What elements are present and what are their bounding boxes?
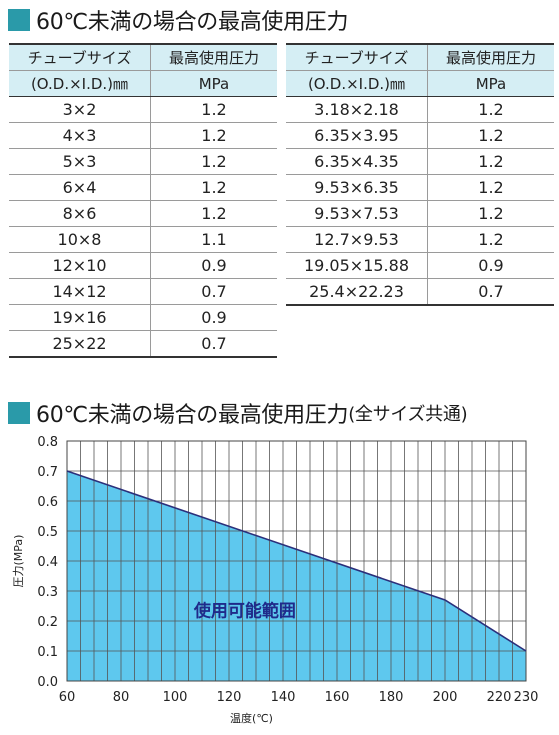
- x-tick-label: 60: [59, 690, 76, 705]
- max-pressure-cell: 0.7: [150, 330, 277, 358]
- max-pressure-cell: 1.2: [427, 174, 554, 201]
- table-row: 6×4 1.2: [9, 174, 277, 201]
- tube-size-cell: 5×3: [9, 148, 151, 175]
- tube-size-cell: 6×4: [9, 174, 151, 201]
- usable-range-label: 使用可能範囲: [193, 601, 296, 622]
- column-subheader-pressure-unit: MPa: [427, 70, 554, 97]
- column-header-pressure: 最高使用圧力: [427, 43, 554, 71]
- square-bullet-icon: [8, 9, 30, 31]
- max-pressure-cell: 0.9: [427, 252, 554, 279]
- table-row: 6.35×3.95 1.2: [286, 122, 554, 149]
- y-tick-label: 0.6: [37, 495, 58, 510]
- y-tick-label: 0.1: [37, 645, 58, 660]
- x-tick-label: 200: [433, 690, 458, 705]
- x-tick-label: 180: [379, 690, 404, 705]
- pressure-table-metric: チューブサイズ 最高使用圧力 (O.D.×I.D.)㎜ MPa 3×2 1.2 4×…: [9, 43, 277, 358]
- y-tick-label: 0.5: [37, 525, 58, 540]
- pressure-table-inch: チューブサイズ 最高使用圧力 (O.D.×I.D.)㎜ MPa 3.18×2.1…: [286, 43, 554, 306]
- column-header-size: チューブサイズ: [9, 43, 151, 71]
- x-axis-label: 温度(℃): [230, 711, 273, 725]
- section-title-suffix: (全サイズ共通): [348, 404, 468, 425]
- column-subheader-size-unit: (O.D.×I.D.)㎜: [286, 70, 428, 97]
- tube-size-cell: 10×8: [9, 226, 151, 253]
- x-tick-label: 160: [325, 690, 350, 705]
- table-row: 14×12 0.7: [9, 278, 277, 305]
- table-row: 6.35×4.35 1.2: [286, 148, 554, 175]
- column-subheader-size-unit: (O.D.×I.D.)㎜: [9, 70, 151, 97]
- max-pressure-cell: 1.2: [427, 96, 554, 123]
- tube-size-cell: 12.7×9.53: [286, 226, 428, 253]
- tube-size-cell: 19.05×15.88: [286, 252, 428, 279]
- tube-size-cell: 12×10: [9, 252, 151, 279]
- x-tick-label: 220: [487, 690, 512, 705]
- tube-size-cell: 3.18×2.18: [286, 96, 428, 123]
- y-tick-label: 0.8: [37, 435, 58, 450]
- table-row: 25.4×22.23 0.7: [286, 278, 554, 306]
- table-row: 9.53×6.35 1.2: [286, 174, 554, 201]
- section-title-text: 60℃未満の場合の最高使用圧力: [36, 10, 349, 35]
- table-row: 12×10 0.9: [9, 252, 277, 279]
- y-tick-label: 0.4: [37, 555, 58, 570]
- table-row: 19.05×15.88 0.9: [286, 252, 554, 279]
- max-pressure-cell: 1.2: [427, 122, 554, 149]
- y-tick-label: 0.3: [37, 585, 58, 600]
- section-title-text: 60℃未満の場合の最高使用圧力: [36, 403, 349, 428]
- tube-size-cell: 19×16: [9, 304, 151, 331]
- max-pressure-cell: 0.7: [150, 278, 277, 305]
- x-tick-label: 140: [271, 690, 296, 705]
- tube-size-cell: 6.35×4.35: [286, 148, 428, 175]
- table-row: 19×16 0.9: [9, 304, 277, 331]
- max-pressure-cell: 0.9: [150, 304, 277, 331]
- tube-size-cell: 14×12: [9, 278, 151, 305]
- tube-size-cell: 25.4×22.23: [286, 278, 428, 306]
- tube-size-cell: 25×22: [9, 330, 151, 358]
- table-row: 3.18×2.18 1.2: [286, 96, 554, 123]
- section-title-tubing-table: 60℃未満の場合の最高使用圧力: [8, 4, 349, 36]
- y-tick-label: 0.7: [37, 465, 58, 480]
- max-pressure-cell: 0.7: [427, 278, 554, 306]
- table-row: 3×2 1.2: [9, 96, 277, 123]
- x-tick-label: 80: [113, 690, 130, 705]
- x-tick-label: 120: [217, 690, 242, 705]
- table-row: 10×8 1.1: [9, 226, 277, 253]
- max-pressure-line: [66, 470, 527, 652]
- section-title-chart: 60℃未満の場合の最高使用圧力 (全サイズ共通): [8, 397, 468, 429]
- max-pressure-cell: 1.2: [427, 226, 554, 253]
- column-subheader-pressure-unit: MPa: [150, 70, 277, 97]
- tube-size-cell: 3×2: [9, 96, 151, 123]
- y-tick-label: 0.2: [37, 615, 58, 630]
- max-pressure-cell: 0.9: [150, 252, 277, 279]
- y-axis-label: 圧力(MPa): [12, 535, 25, 588]
- table-row: 4×3 1.2: [9, 122, 277, 149]
- column-header-size: チューブサイズ: [286, 43, 428, 71]
- max-pressure-cell: 1.1: [150, 226, 277, 253]
- x-tick-label: 230: [514, 690, 539, 705]
- max-pressure-cell: 1.2: [150, 174, 277, 201]
- table-row: 25×22 0.7: [9, 330, 277, 358]
- table-row: 8×6 1.2: [9, 200, 277, 227]
- column-header-pressure: 最高使用圧力: [150, 43, 277, 71]
- tube-size-cell: 9.53×7.53: [286, 200, 428, 227]
- max-pressure-cell: 1.2: [150, 122, 277, 149]
- max-pressure-cell: 1.2: [150, 200, 277, 227]
- max-pressure-cell: 1.2: [427, 200, 554, 227]
- square-bullet-icon: [8, 402, 30, 424]
- tube-size-cell: 4×3: [9, 122, 151, 149]
- max-pressure-cell: 1.2: [427, 148, 554, 175]
- max-pressure-cell: 1.2: [150, 96, 277, 123]
- table-row: 5×3 1.2: [9, 148, 277, 175]
- tube-size-cell: 6.35×3.95: [286, 122, 428, 149]
- plot-border: [66, 440, 527, 682]
- table-row: 9.53×7.53 1.2: [286, 200, 554, 227]
- table-row: 12.7×9.53 1.2: [286, 226, 554, 253]
- tube-size-cell: 9.53×6.35: [286, 174, 428, 201]
- tube-size-cell: 8×6: [9, 200, 151, 227]
- max-pressure-cell: 1.2: [150, 148, 277, 175]
- pressure-temperature-chart: 0.0 0.1 0.2 0.3 0.4 0.5 0.6 0.7 0.8 60 80 100 120 140…: [12, 435, 539, 725]
- y-tick-label: 0.0: [37, 675, 58, 690]
- x-tick-label: 100: [163, 690, 188, 705]
